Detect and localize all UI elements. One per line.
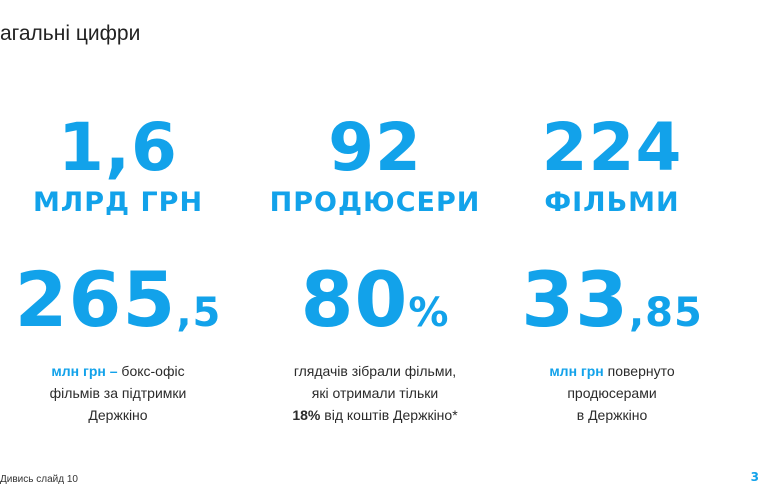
number-main: 80 bbox=[300, 255, 409, 344]
page-number: 3 bbox=[750, 470, 759, 484]
stat-number: 92 bbox=[328, 109, 422, 186]
stat-label: МЛРД ГРН bbox=[32, 187, 204, 218]
caption: глядачів зібрали фільми, які отримали тіл… bbox=[250, 360, 500, 426]
stat: 33,85 млн грн повернуто продюсерами в Держ… bbox=[487, 262, 737, 426]
stat-number: 1,6 bbox=[58, 109, 178, 186]
number-small: ,85 bbox=[628, 290, 703, 336]
caption-text: від коштів Держкіно* bbox=[324, 407, 458, 423]
number-main: 265 bbox=[14, 255, 177, 344]
stat-label: ФІЛЬМИ bbox=[544, 187, 680, 218]
footer-note: Дивись слайд 10 bbox=[0, 474, 78, 485]
stat-number: 224 bbox=[541, 109, 683, 186]
caption-text: в Держкіно bbox=[576, 407, 648, 423]
caption-text: повернуто bbox=[607, 363, 675, 379]
stat: 1,6 МЛРД ГРН bbox=[0, 109, 243, 218]
caption-bold: 18% bbox=[292, 407, 321, 423]
caption: млн грн повернуто продюсерами в Держкіно bbox=[487, 360, 737, 426]
caption-text: які отримали тільки bbox=[311, 385, 439, 401]
stat-label: ПРОДЮСЕРИ bbox=[269, 187, 481, 218]
number-small: ,5 bbox=[176, 290, 222, 336]
stat: 92 ПРОДЮСЕРИ bbox=[250, 109, 500, 218]
stat-number: 33,85 bbox=[487, 262, 737, 338]
stat: 80% глядачів зібрали фільми, які отримали… bbox=[250, 262, 500, 426]
number-small: % bbox=[408, 290, 450, 336]
caption-accent: млн грн – bbox=[51, 363, 118, 379]
stat: 265,5 млн грн – бокс-офіс фільмів за підт… bbox=[0, 262, 243, 426]
caption-text: фільмів за підтримки bbox=[49, 385, 187, 401]
caption-text: Держкіно bbox=[88, 407, 148, 423]
caption-text: бокс-офіс bbox=[121, 363, 185, 379]
stat: 224 ФІЛЬМИ bbox=[487, 109, 737, 218]
caption-text: глядачів зібрали фільми, bbox=[293, 363, 457, 379]
stat-number: 80% bbox=[250, 262, 500, 338]
caption-accent: млн грн bbox=[549, 363, 604, 379]
caption: млн грн – бокс-офіс фільмів за підтримки Д… bbox=[0, 360, 243, 426]
number-main: 33 bbox=[521, 255, 629, 344]
slide-title: агальні цифри bbox=[0, 22, 141, 45]
caption-text: продюсерами bbox=[567, 385, 657, 401]
stat-number: 265,5 bbox=[0, 262, 243, 338]
